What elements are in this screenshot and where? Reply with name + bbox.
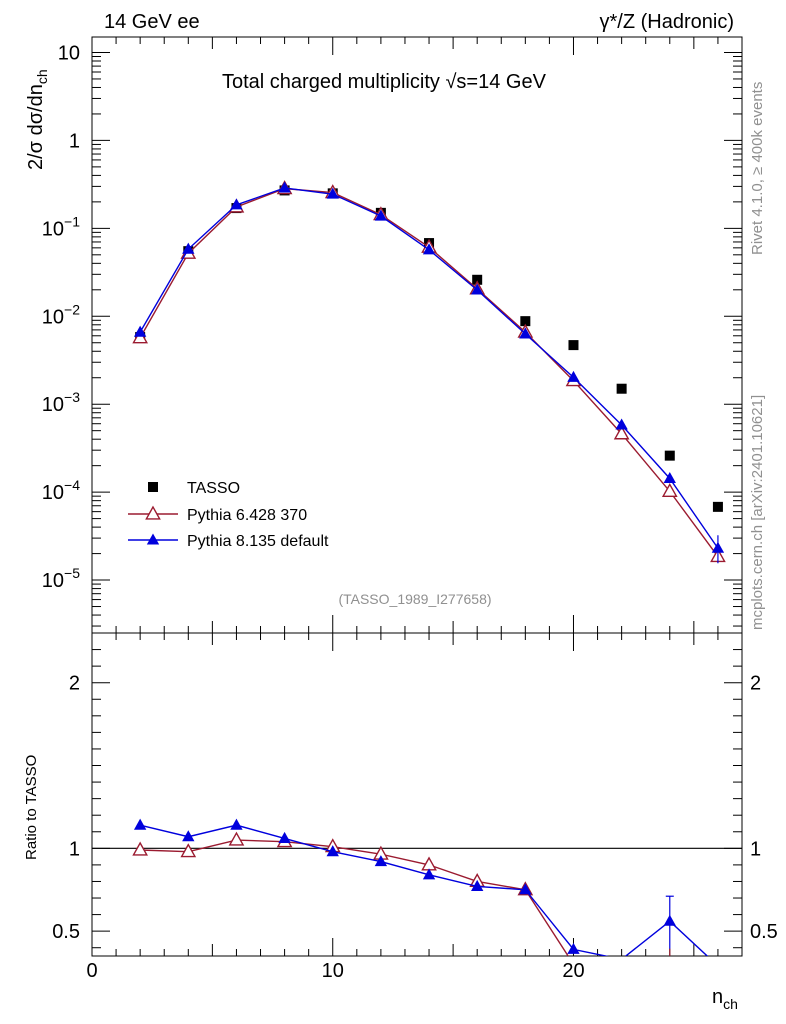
ratio-y-tick-label-right: 0.5 [750,921,778,943]
x-tick-label: 20 [562,960,584,982]
ratio-y-tick-label: 0.5 [52,921,80,943]
legend-pythia-6-428-370-label: Pythia 6.428 370 [187,507,307,524]
chart-title: Total charged multiplicity √s=14 GeV [222,71,547,93]
main-y-tick-label-base: 10 [58,42,80,64]
ratio-frame [91,632,743,957]
ratio-pythia-8-135-default-point [374,855,388,867]
header-left: 14 GeV ee [104,11,200,33]
legend-pythia-6-428-370-marker [145,505,161,520]
ratio-pythia-6-428-370-point [180,843,197,858]
ratio-y-axis-label: Ratio to TASSO [23,755,40,860]
ratio-pythia-8-135-default-point [471,879,484,891]
ratio-data-marks [132,818,709,956]
x-tick-label: 0 [86,960,97,982]
pythia-8-135-default-point [133,325,147,337]
tasso-point [568,340,579,351]
ratio-pythia-8-135-default-point [182,830,195,842]
ratio-pythia-8-135-default-point [278,831,291,843]
legend-tasso-marker [148,482,158,492]
main-y-tick-label-base: 10 [42,394,64,416]
main-y-axis-label: 2/σ dσ/dnch [25,69,50,170]
main-y-tick-label-exponent: −2 [64,301,80,317]
main-y-tick-label-base: 10 [42,306,64,328]
main-y-tick-label: 10−2 [42,301,80,328]
tasso-point [472,274,483,285]
legend-pythia-8-135-default-marker [146,533,160,545]
ratio-y-tick-label-right: 2 [750,673,761,695]
rivet-version-label: Rivet 4.1.0, ≥ 400k events [749,82,766,255]
main-y-tick-label: 10 [58,42,80,64]
ratio-pythia-8-135-default-point [326,845,339,857]
chart-title-sqrt: √s [445,71,466,93]
legend-pythia-8-135-default-label: Pythia 8.135 default [187,533,329,550]
pythia-6-428-370-point [613,425,630,440]
ratio-panel: 0 10 20 0.5 0.5 1 1 2 2 [52,632,778,982]
pythia-8-135-default-point [182,242,195,254]
pythia-8-135-default-point [471,283,484,295]
main-y-tick-label-base: 10 [42,482,64,504]
ratio-pythia-8-135-default-point [230,818,243,830]
tasso-point [664,450,675,461]
main-y-tick-label-exponent: −4 [64,477,80,493]
main-y-tick-label: 10−1 [42,213,80,240]
pythia-8-135-default-point [519,327,532,339]
header-right: γ*/Z (Hadronic) [600,11,734,33]
pythia-8-135-default-point [374,209,388,221]
main-y-tick-label-exponent: −3 [64,389,80,405]
ratio-y-tick-label: 1 [69,838,80,860]
main-y-tick-label: 10−4 [42,477,80,504]
main-y-axis-label-sub: ch [34,69,50,84]
ratio-y-tick-label-right: 1 [750,838,761,860]
pythia-8-135-default-point [567,370,580,382]
ratio-clipped-series [132,818,709,956]
main-y-tick-label: 1 [69,130,80,152]
x-axis-label-main: n [712,986,723,1008]
tasso-point [712,501,723,512]
pythia-8-135-default-point [326,187,339,199]
main-y-tick-label-base: 10 [42,570,64,592]
legend-tasso-label: TASSO [187,480,240,497]
main-y-tick-label: 10−5 [42,565,80,592]
chart-title-rest: =14 GeV [466,71,546,93]
main-y-tick-label-base: 1 [69,130,80,152]
ratio-pythia-6-428-370-point [132,841,148,856]
pythia-6-428-370-point [661,482,678,497]
main-data-marks [132,180,726,564]
ratio-pythia-8-135-default-point [519,883,532,895]
chart-title-main: Total charged multiplicity [222,71,445,93]
pythia-8-135-default-point [422,243,436,255]
ratio-pythia-6-428-370-point [228,831,245,846]
main-y-tick-label-exponent: −1 [64,213,80,229]
ratio-pythia-8-135-default-point [133,818,147,830]
pythia-8-135-default-point [278,181,291,193]
x-axis-label: nch [712,986,738,1012]
ratio-y-tick-label: 2 [69,673,80,695]
ratio-pythia-8-135-default-point [422,868,436,880]
pythia-8-135-default-point [615,418,628,430]
mcplots-source-label: mcplots.cern.ch [arXiv:2401.10621] [749,395,766,630]
ratio-pythia-8-135-default-point [567,942,580,954]
pythia-8-135-default-point [230,198,243,210]
analysis-id-label: (TASSO_1989_I277658) [338,591,491,607]
ratio-pythia-8-135-default-line [139,824,709,956]
tasso-point [616,383,627,394]
x-tick-label: 10 [322,960,344,982]
main-y-tick-label-base: 10 [42,218,64,240]
pythia-8-135-default-point [663,471,676,484]
legend: TASSO Pythia 6.428 370 Pythia 8.135 defaul… [128,480,329,550]
main-y-tick-label: 10−3 [42,389,80,416]
main-y-tick-label-exponent: −5 [64,565,80,581]
x-axis-label-sub: ch [723,996,738,1012]
main-y-axis-label-main: 2/σ dσ/dn [25,84,47,170]
tasso-point [520,316,531,327]
